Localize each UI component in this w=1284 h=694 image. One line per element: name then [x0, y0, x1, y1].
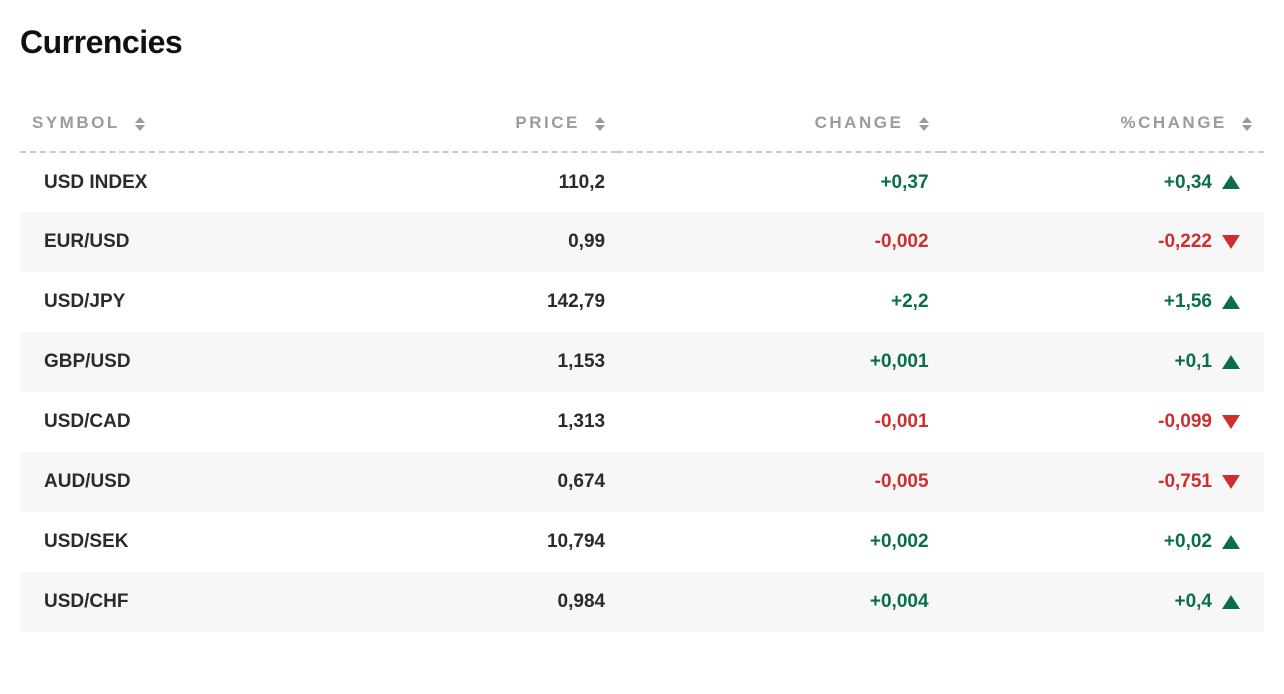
table-row[interactable]: USD/CHF0,984+0,004 +0,4	[20, 572, 1264, 632]
pct-change-cell: -0,099	[941, 392, 1264, 452]
pct-change-value: -0,222	[1158, 231, 1212, 252]
change-cell: +0,004	[617, 572, 940, 632]
price-cell: 1,313	[393, 392, 617, 452]
col-header-pct-change-label: %CHANGE	[1120, 113, 1226, 132]
table-header-row: SYMBOL PRICE CHANGE %CHANGE	[20, 97, 1264, 152]
pct-change-cell: -0,222	[941, 212, 1264, 272]
sort-icon	[595, 117, 605, 131]
symbol-cell: AUD/USD	[20, 452, 393, 512]
currencies-table: SYMBOL PRICE CHANGE %CHANGE USD INDEX110…	[20, 97, 1264, 632]
pct-change-value: +0,34	[1164, 172, 1212, 193]
pct-change-cell: +0,02	[941, 512, 1264, 572]
arrow-up-icon	[1222, 295, 1240, 309]
table-row[interactable]: USD/JPY142,79+2,2 +1,56	[20, 272, 1264, 332]
change-cell: +0,37	[617, 152, 940, 212]
price-cell: 10,794	[393, 512, 617, 572]
arrow-down-icon	[1222, 475, 1240, 489]
pct-change-value: -0,099	[1158, 411, 1212, 432]
pct-change-value: +0,4	[1174, 591, 1212, 612]
pct-change-cell: -0,751	[941, 452, 1264, 512]
arrow-up-icon	[1222, 355, 1240, 369]
table-row[interactable]: USD/SEK10,794+0,002 +0,02	[20, 512, 1264, 572]
sort-icon	[135, 117, 145, 131]
price-cell: 0,984	[393, 572, 617, 632]
pct-change-cell: +0,34	[941, 152, 1264, 212]
pct-change-cell: +0,1	[941, 332, 1264, 392]
change-cell: -0,001	[617, 392, 940, 452]
change-cell: +0,001	[617, 332, 940, 392]
col-header-symbol[interactable]: SYMBOL	[20, 97, 393, 152]
change-cell: +2,2	[617, 272, 940, 332]
symbol-cell: GBP/USD	[20, 332, 393, 392]
table-row[interactable]: USD/CAD1,313-0,001 -0,099	[20, 392, 1264, 452]
pct-change-value: +0,1	[1174, 351, 1212, 372]
col-header-price[interactable]: PRICE	[393, 97, 617, 152]
symbol-cell: USD/CAD	[20, 392, 393, 452]
page-title: Currencies	[20, 24, 1264, 61]
symbol-cell: USD/CHF	[20, 572, 393, 632]
col-header-change-label: CHANGE	[815, 113, 904, 132]
table-row[interactable]: GBP/USD1,153+0,001 +0,1	[20, 332, 1264, 392]
col-header-pct-change[interactable]: %CHANGE	[941, 97, 1264, 152]
pct-change-value: -0,751	[1158, 471, 1212, 492]
col-header-symbol-label: SYMBOL	[32, 113, 119, 132]
col-header-change[interactable]: CHANGE	[617, 97, 940, 152]
change-cell: +0,002	[617, 512, 940, 572]
arrow-up-icon	[1222, 175, 1240, 189]
table-row[interactable]: EUR/USD0,99-0,002 -0,222	[20, 212, 1264, 272]
sort-icon	[919, 117, 929, 131]
pct-change-value: +1,56	[1164, 291, 1212, 312]
price-cell: 110,2	[393, 152, 617, 212]
arrow-down-icon	[1222, 235, 1240, 249]
pct-change-cell: +0,4	[941, 572, 1264, 632]
col-header-price-label: PRICE	[515, 113, 579, 132]
change-cell: -0,005	[617, 452, 940, 512]
price-cell: 1,153	[393, 332, 617, 392]
symbol-cell: USD/JPY	[20, 272, 393, 332]
pct-change-value: +0,02	[1164, 531, 1212, 552]
table-row[interactable]: USD INDEX110,2+0,37 +0,34	[20, 152, 1264, 212]
pct-change-cell: +1,56	[941, 272, 1264, 332]
price-cell: 0,99	[393, 212, 617, 272]
arrow-up-icon	[1222, 535, 1240, 549]
sort-icon	[1242, 117, 1252, 131]
symbol-cell: EUR/USD	[20, 212, 393, 272]
symbol-cell: USD INDEX	[20, 152, 393, 212]
price-cell: 0,674	[393, 452, 617, 512]
arrow-up-icon	[1222, 595, 1240, 609]
arrow-down-icon	[1222, 415, 1240, 429]
symbol-cell: USD/SEK	[20, 512, 393, 572]
price-cell: 142,79	[393, 272, 617, 332]
table-row[interactable]: AUD/USD0,674-0,005 -0,751	[20, 452, 1264, 512]
change-cell: -0,002	[617, 212, 940, 272]
currencies-tbody: USD INDEX110,2+0,37+0,34EUR/USD0,99-0,00…	[20, 152, 1264, 632]
